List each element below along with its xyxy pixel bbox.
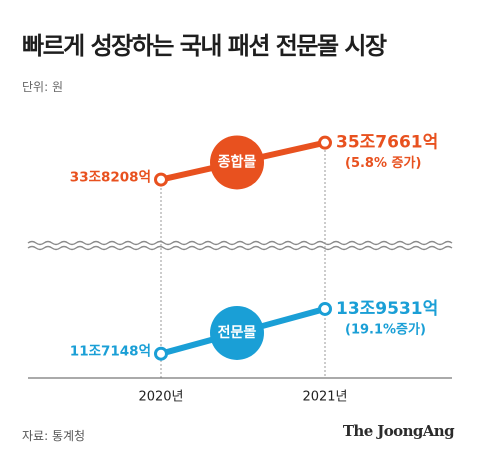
series-circle-general-mall [210, 135, 264, 190]
data-point-general-2021 [318, 135, 332, 150]
axis-break-wave-bottom [27, 245, 453, 251]
data-point-specialty-2020 [154, 346, 168, 361]
data-point-general-2020 [154, 172, 168, 187]
series-circle-specialty-mall [210, 305, 264, 360]
publisher-logo: The JoongAng [342, 422, 455, 440]
axis-break-wave-top [27, 240, 453, 246]
change-label-specialty: (19.1%증가) [345, 322, 426, 337]
x-tick-label-2020: 2020년 [138, 390, 183, 405]
value-label-general-2020: 33조8208억 [70, 170, 151, 186]
chart-title: 빠르게 성장하는 국내 패션 전문몰 시장 [22, 32, 387, 60]
source-note: 자료: 통계청 [22, 429, 86, 443]
series-name-general-mall: 종합몰 [218, 153, 257, 170]
x-tick-label-2021: 2021년 [302, 390, 347, 405]
value-label-specialty-2020: 11조7148억 [70, 344, 151, 360]
data-point-specialty-2021 [318, 301, 332, 316]
value-label-general-2021: 35조7661억 [336, 133, 438, 153]
series-name-specialty-mall: 전문몰 [218, 324, 257, 341]
unit-label: 단위: 원 [22, 80, 63, 94]
change-label-general: (5.8% 증가) [345, 156, 421, 171]
value-label-specialty-2021: 13조9531억 [336, 299, 438, 319]
